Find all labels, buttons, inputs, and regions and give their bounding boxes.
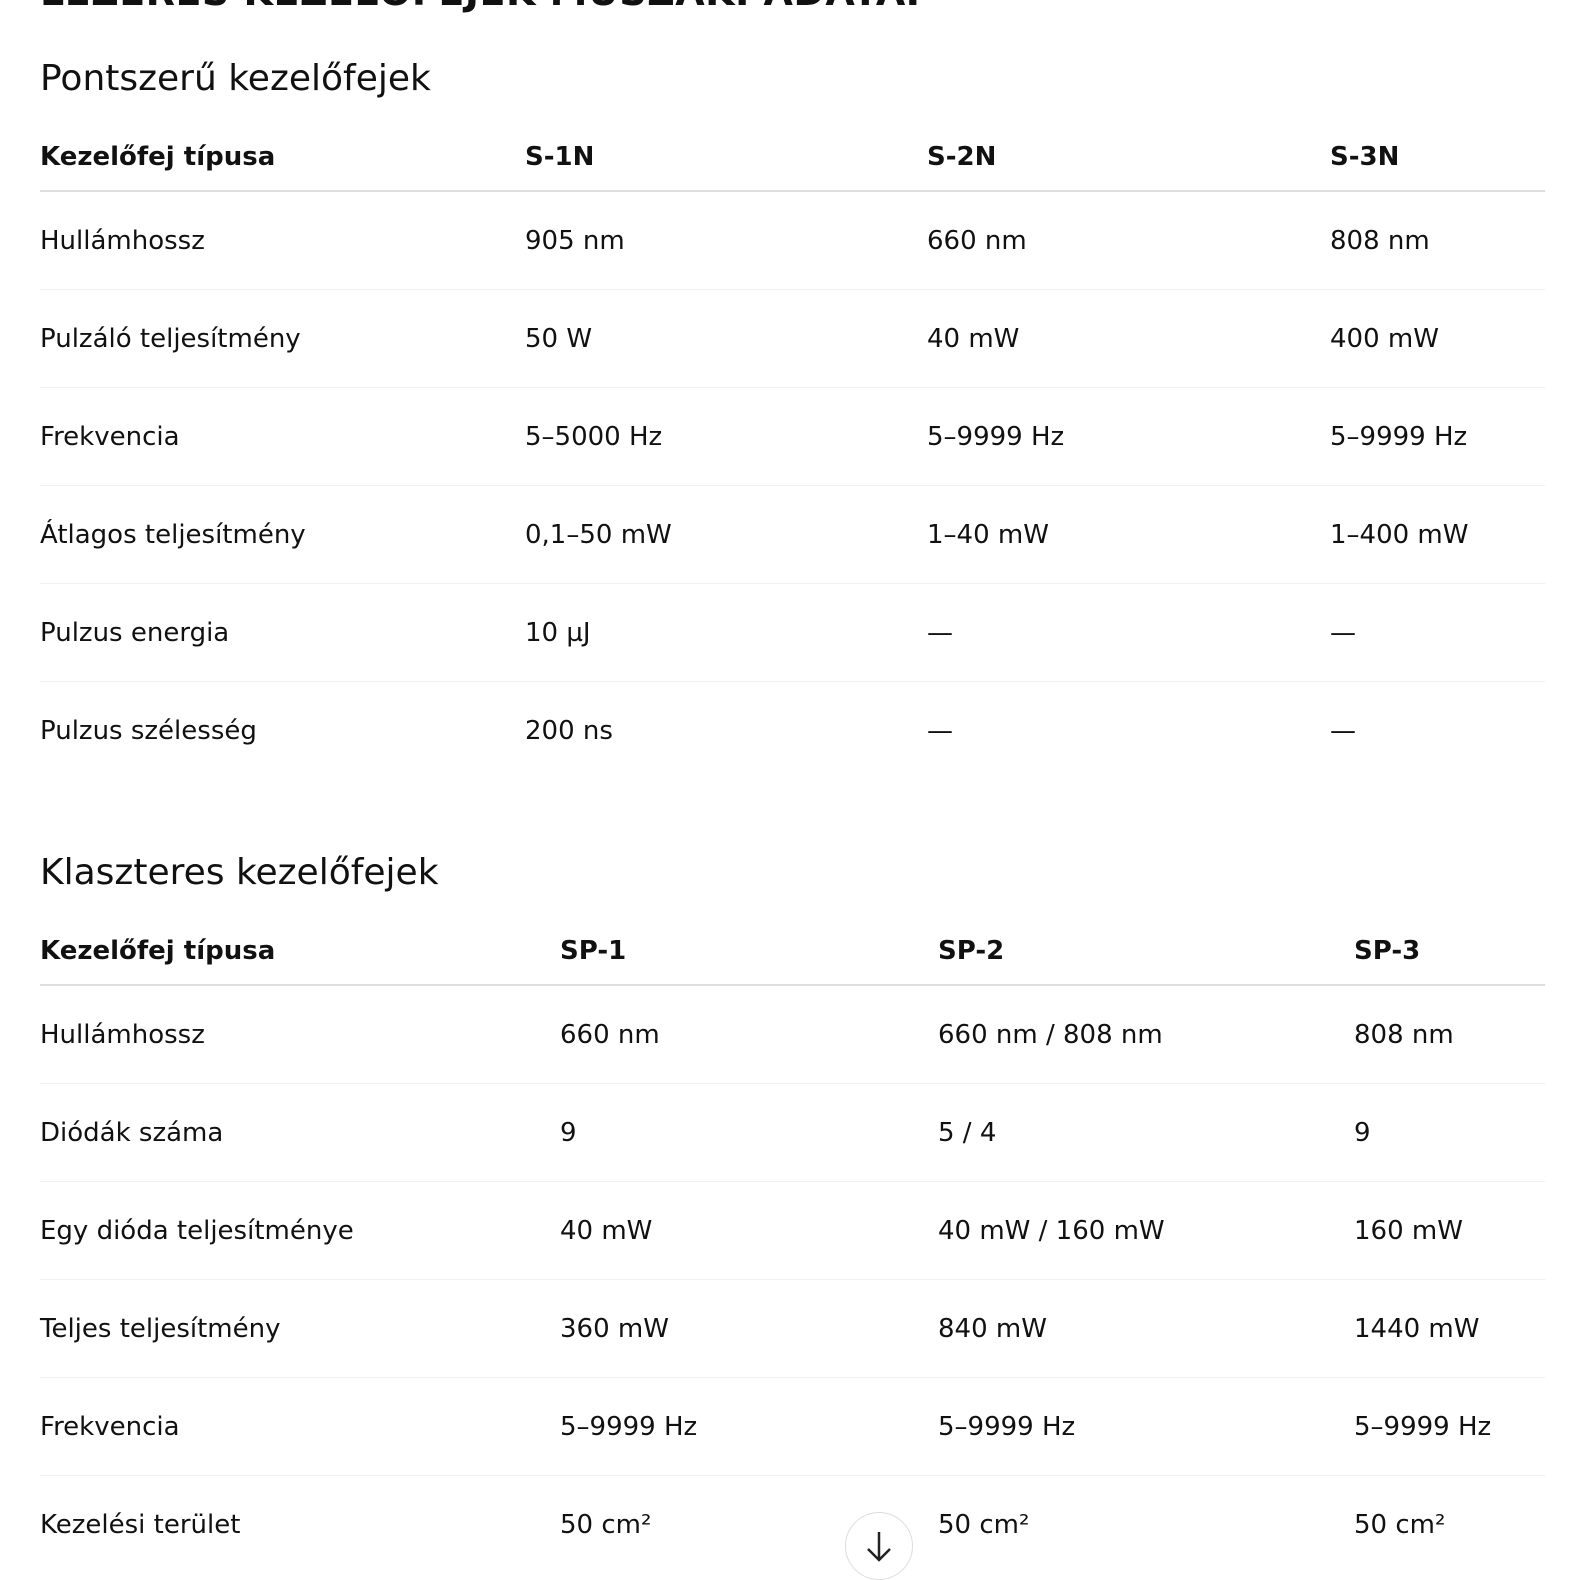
row-label: Pulzus szélesség <box>40 715 257 746</box>
cell-value: 9 <box>560 1083 938 1182</box>
column-header: S-3N <box>1330 124 1545 192</box>
cell-value: 40 mW <box>560 1181 938 1280</box>
page-title: LÉZERES KEZELŐFEJEK MŰSZAKI ADATAI <box>40 0 920 14</box>
table-row: Pulzus szélesség 200 ns — — <box>40 682 1545 780</box>
table-row: Egy dióda teljesítménye 40 mW 40 mW / 160 … <box>40 1181 1545 1280</box>
cell-value: 360 mW <box>560 1279 938 1378</box>
row-label: Kezelési terület <box>40 1509 241 1540</box>
column-header: SP-1 <box>560 918 938 986</box>
arrow-down-icon <box>867 1532 891 1562</box>
cell-value: 160 mW <box>1354 1181 1545 1280</box>
column-header: Kezelőfej típusa <box>40 918 560 986</box>
cell-value: 50 cm² <box>938 1509 1030 1540</box>
cell-value: — <box>927 583 1330 682</box>
cell-value: 400 mW <box>1330 289 1545 388</box>
table-row: Hullámhossz 905 nm 660 nm 808 nm <box>40 191 1545 290</box>
cell-value: 40 mW / 160 mW <box>938 1181 1354 1280</box>
cell-value: 50 cm² <box>1354 1509 1446 1540</box>
scroll-down-button[interactable] <box>845 1512 913 1580</box>
cell-value: 5–5000 Hz <box>525 387 927 486</box>
cell-value: 5–9999 Hz <box>938 1377 1354 1476</box>
row-label: Hullámhossz <box>40 985 560 1084</box>
column-header: SP-3 <box>1354 918 1545 986</box>
table-row: Pulzus energia 10 µJ — — <box>40 583 1545 682</box>
section-title-cluster-heads: Klaszteres kezelőfejek <box>40 852 439 893</box>
row-label: Frekvencia <box>40 1377 560 1476</box>
cell-value: 808 nm <box>1354 985 1545 1084</box>
table-row: Pulzáló teljesítmény 50 W 40 mW 400 mW <box>40 289 1545 388</box>
row-label: Teljes teljesítmény <box>40 1279 560 1378</box>
cell-value: 200 ns <box>525 715 613 746</box>
cell-value: 5–9999 Hz <box>927 387 1330 486</box>
cell-value: 660 nm <box>927 191 1330 290</box>
cell-value: 808 nm <box>1330 191 1545 290</box>
cell-value: 840 mW <box>938 1279 1354 1378</box>
row-label: Pulzus energia <box>40 583 525 682</box>
table-header-row: Kezelőfej típusa SP-1 SP-2 SP-3 <box>40 918 1545 986</box>
cell-value: 10 µJ <box>525 583 927 682</box>
cell-value: 50 W <box>525 289 927 388</box>
cell-value: 5–9999 Hz <box>1354 1377 1545 1476</box>
cell-value: 660 nm <box>560 985 938 1084</box>
column-header: SP-2 <box>938 918 1354 986</box>
row-label: Frekvencia <box>40 387 525 486</box>
cell-value: — <box>1330 715 1356 746</box>
table-row: Frekvencia 5–9999 Hz 5–9999 Hz 5–9999 Hz <box>40 1377 1545 1476</box>
row-label: Pulzáló teljesítmény <box>40 289 525 388</box>
cell-value: — <box>1330 583 1545 682</box>
cell-value: 5 / 4 <box>938 1083 1354 1182</box>
point-heads-table: Kezelőfej típusa S-1N S-2N S-3N Hullámhossz 9… <box>40 124 1545 779</box>
cell-value: 0,1–50 mW <box>525 485 927 584</box>
table-header-row: Kezelőfej típusa S-1N S-2N S-3N <box>40 124 1545 192</box>
table-row: Teljes teljesítmény 360 mW 840 mW 1440 mW <box>40 1279 1545 1378</box>
row-label: Egy dióda teljesítménye <box>40 1181 560 1280</box>
table-row: Frekvencia 5–5000 Hz 5–9999 Hz 5–9999 Hz <box>40 387 1545 486</box>
cell-value: 40 mW <box>927 289 1330 388</box>
cell-value: 905 nm <box>525 191 927 290</box>
cell-value: 660 nm / 808 nm <box>938 985 1354 1084</box>
cluster-heads-table: Kezelőfej típusa SP-1 SP-2 SP-3 Hullámhossz 6… <box>40 918 1545 1573</box>
column-header: Kezelőfej típusa <box>40 124 525 192</box>
cell-value: 5–9999 Hz <box>1330 387 1545 486</box>
column-header: S-1N <box>525 124 927 192</box>
table-row: Kezelési terület 50 cm² 50 cm² 50 cm² <box>40 1476 1545 1574</box>
cell-value: 5–9999 Hz <box>560 1377 938 1476</box>
cell-value: 1440 mW <box>1354 1279 1545 1378</box>
row-label: Hullámhossz <box>40 191 525 290</box>
row-label: Diódák száma <box>40 1083 560 1182</box>
cell-value: 1–40 mW <box>927 485 1330 584</box>
table-row: Hullámhossz 660 nm 660 nm / 808 nm 808 nm <box>40 985 1545 1084</box>
cell-value: 50 cm² <box>560 1509 652 1540</box>
cell-value: — <box>927 715 953 746</box>
section-title-point-heads: Pontszerű kezelőfejek <box>40 58 431 99</box>
row-label: Átlagos teljesítmény <box>40 485 525 584</box>
cell-value: 9 <box>1354 1083 1545 1182</box>
cell-value: 1–400 mW <box>1330 485 1545 584</box>
table-row: Átlagos teljesítmény 0,1–50 mW 1–40 mW 1–40… <box>40 485 1545 584</box>
column-header: S-2N <box>927 124 1330 192</box>
